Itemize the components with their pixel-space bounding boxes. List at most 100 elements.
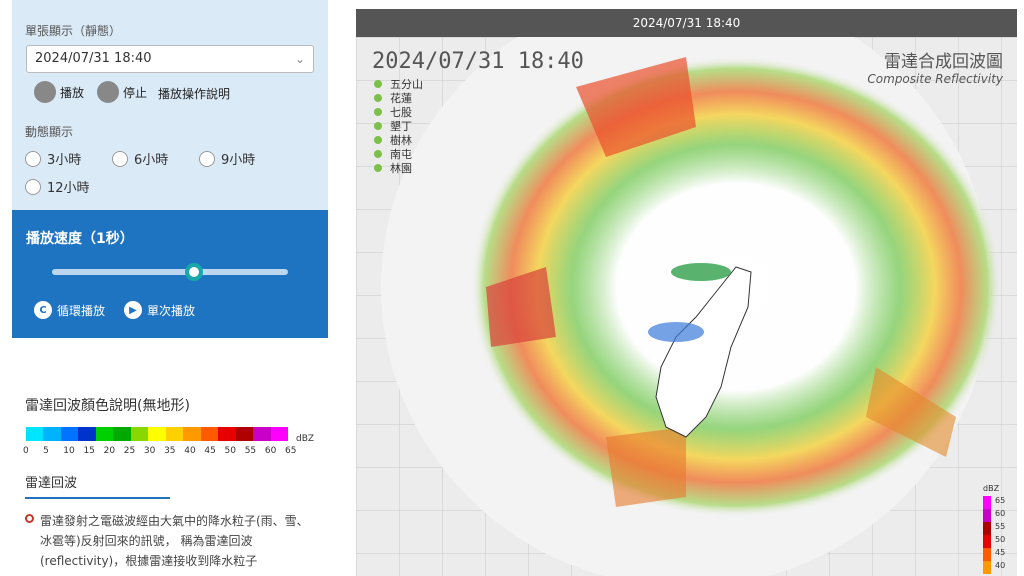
echo-band-south: [606, 427, 686, 507]
color-legend-title: 雷達回波顏色說明(無地形): [25, 398, 190, 414]
color-tick-label: 30: [143, 446, 156, 456]
mini-legend-swatch: [983, 548, 991, 561]
speed-panel: 播放速度（1秒） C 循環播放 ▶ 單次播放: [12, 210, 328, 338]
help-label: 播放操作說明: [158, 87, 231, 101]
chevron-down-icon: ⌄: [294, 52, 305, 66]
radio-circle: [25, 178, 41, 195]
stop-button[interactable]: 停止: [97, 81, 147, 103]
stop-label: 停止: [123, 85, 148, 100]
display-panel: [12, 0, 328, 210]
single-display-label: 單張顯示（靜態）: [25, 24, 122, 38]
heading-underline: [25, 497, 170, 499]
echo-band-west: [486, 267, 556, 347]
mini-legend-swatch: [983, 496, 991, 509]
radar-station: 五分山: [374, 77, 423, 91]
color-tick-label: 65: [285, 446, 297, 456]
datetime-select[interactable]: 2024/07/31 18:40 ⌄: [26, 45, 314, 73]
color-swatch: [60, 427, 79, 441]
color-scale-unit: dBZ: [296, 434, 315, 444]
mini-legend-tick: 50: [995, 535, 1006, 544]
color-tick-label: 35: [164, 446, 176, 456]
bullet-icon: [25, 514, 34, 523]
play-icon: [34, 81, 56, 103]
radar-station: 樹林: [374, 133, 423, 147]
radar-time-header: 2024/07/31 18:40: [356, 9, 1017, 37]
radar-station-list: 五分山 花蓮 七股 墾丁 樹林 南屯 林園: [374, 77, 423, 175]
echo-cell-north: [671, 263, 731, 281]
datetime-select-value: 2024/07/31 18:40: [35, 51, 152, 66]
color-tick-label: 10: [63, 446, 75, 456]
echo-band-north: [576, 57, 696, 157]
station-dot-icon: [374, 164, 382, 172]
station-label: 花蓮: [390, 92, 412, 105]
color-swatch: [218, 427, 236, 441]
echo-band-east: [866, 367, 956, 457]
play-label: 播放: [60, 85, 85, 100]
station-dot-icon: [374, 94, 382, 102]
radio-circle: [25, 150, 41, 167]
single-play-button[interactable]: ▶ 單次播放: [124, 301, 195, 319]
mini-legend-swatch: [983, 535, 991, 548]
station-label: 五分山: [390, 78, 423, 91]
mini-legend-unit: dBZ: [983, 484, 1000, 493]
color-tick-label: 25: [123, 446, 136, 456]
radar-map: [356, 37, 1017, 576]
station-dot-icon: [374, 108, 382, 116]
stop-icon: [97, 81, 119, 103]
station-dot-icon: [374, 136, 382, 144]
radar-brand-en: Composite Reflectivity: [867, 72, 1003, 86]
loop-icon: C: [34, 301, 52, 319]
control-sidebar: 單張顯示（靜態） 2024/07/31 18:40 ⌄ 播放 停止 播放操作說明…: [0, 0, 345, 576]
color-tick-label: 20: [103, 446, 116, 456]
speed-slider-handle[interactable]: [184, 263, 203, 281]
color-tick-label: 45: [204, 446, 216, 456]
color-tick-label: 50: [224, 446, 236, 456]
radar-station: 花蓮: [374, 91, 423, 105]
radar-station: 七股: [374, 105, 423, 119]
mini-legend-tick: 40: [995, 561, 1006, 570]
color-swatch: [148, 427, 166, 441]
color-tick-label: 55: [244, 446, 257, 456]
play-button[interactable]: 播放: [34, 81, 84, 103]
echo-cell-central: [648, 322, 704, 342]
radio-9h[interactable]: 9小時: [199, 149, 255, 168]
radar-station: 墾丁: [374, 119, 423, 133]
radar-brand: 雷達合成回波圖 Composite Reflectivity: [867, 47, 1003, 86]
color-tick-label: 60: [264, 446, 277, 456]
playback-help-link[interactable]: 播放操作說明: [158, 85, 230, 102]
color-tick-label: 5: [43, 446, 49, 456]
station-label: 南屯: [390, 148, 412, 161]
mini-legend-swatch: [983, 509, 991, 522]
color-swatch: [78, 427, 96, 441]
color-swatch: [165, 427, 184, 441]
taiwan-outline: [655, 266, 752, 438]
play-triangle-icon: ▶: [124, 301, 142, 319]
color-scale-bar: [26, 427, 289, 441]
mini-legend-tick: 65: [995, 496, 1006, 505]
mini-legend-swatch: [983, 561, 991, 574]
color-swatch: [43, 427, 61, 441]
radio-12h[interactable]: 12小時: [25, 177, 90, 196]
station-dot-icon: [374, 150, 382, 158]
mini-legend-swatch: [983, 522, 991, 535]
radar-station: 林園: [374, 161, 423, 175]
mini-legend-tick: 55: [995, 522, 1006, 531]
color-swatch: [200, 427, 219, 441]
color-swatch: [113, 427, 131, 441]
radio-6h[interactable]: 6小時: [112, 149, 168, 168]
radio-circle: [199, 150, 215, 167]
speed-slider-track[interactable]: [52, 269, 288, 275]
radio-3h[interactable]: 3小時: [25, 149, 81, 168]
radar-echo-description: 雷達發射之電磁波經由大氣中的降水粒子(雨、雪、冰雹等)反射回來的訊號， 稱為雷達…: [40, 514, 309, 568]
station-label: 七股: [390, 106, 412, 119]
station-label: 墾丁: [390, 120, 412, 133]
radar-brand-zh: 雷達合成回波圖: [884, 52, 1003, 72]
color-tick-label: 15: [83, 446, 95, 456]
color-tick-label: 40: [184, 446, 196, 456]
color-swatch: [26, 427, 44, 441]
color-swatch: [130, 427, 149, 441]
radar-echo-heading: 雷達回波: [25, 476, 78, 491]
loop-play-button[interactable]: C 循環播放: [34, 301, 105, 319]
color-swatch: [95, 427, 114, 441]
color-swatch: [270, 427, 289, 441]
